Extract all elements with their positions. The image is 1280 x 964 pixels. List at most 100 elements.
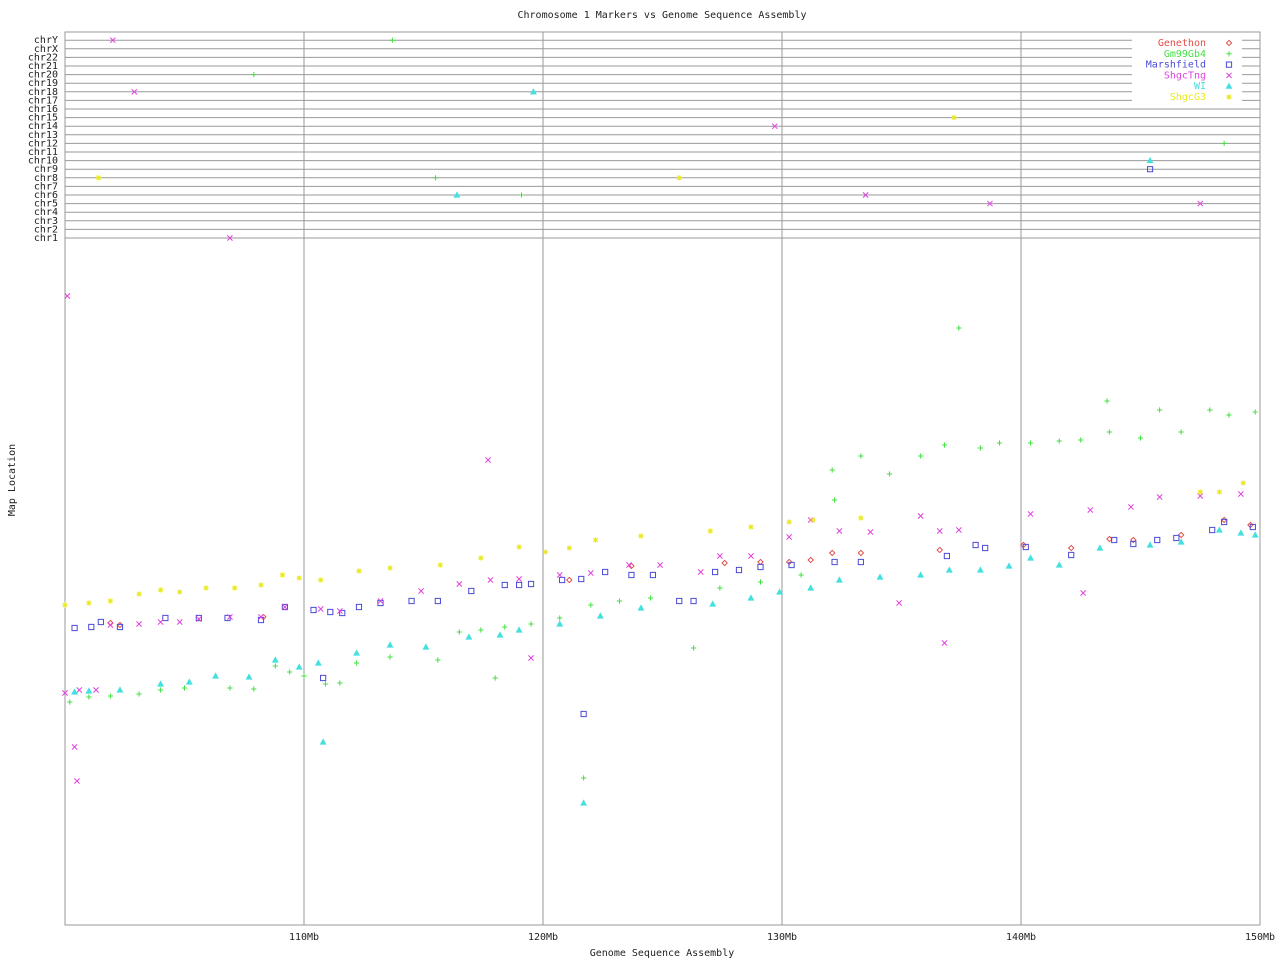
data-point bbox=[97, 618, 104, 626]
data-point bbox=[798, 572, 804, 578]
data-point bbox=[73, 778, 80, 784]
data-point bbox=[638, 533, 644, 539]
y-tick-label: chr13 bbox=[28, 130, 58, 141]
data-point bbox=[637, 604, 645, 611]
data-point bbox=[588, 602, 594, 608]
data-point bbox=[807, 556, 814, 564]
data-point bbox=[1216, 489, 1222, 495]
data-point bbox=[1104, 398, 1110, 404]
data-point bbox=[717, 585, 723, 591]
data-point bbox=[387, 565, 393, 571]
y-tick-label: chr3 bbox=[34, 216, 58, 227]
legend-label: Gm99Gb4 bbox=[1164, 49, 1206, 60]
data-point bbox=[707, 528, 713, 534]
data-point bbox=[258, 582, 264, 588]
data-point bbox=[86, 600, 92, 606]
data-point bbox=[195, 616, 202, 622]
data-point bbox=[1087, 507, 1094, 513]
legend-label: Marshfield bbox=[1146, 60, 1206, 71]
data-point bbox=[434, 597, 441, 605]
data-point bbox=[355, 603, 363, 611]
legend-label: WI bbox=[1194, 81, 1206, 92]
y-tick-label: chr9 bbox=[34, 164, 58, 175]
off-chromosome-point bbox=[226, 235, 233, 241]
data-point bbox=[1177, 531, 1185, 539]
data-point bbox=[62, 690, 68, 696]
data-point bbox=[502, 624, 508, 630]
data-point bbox=[676, 597, 683, 605]
legend-marker bbox=[1225, 39, 1233, 47]
data-point bbox=[786, 534, 793, 540]
data-point bbox=[943, 552, 951, 560]
data-point bbox=[528, 621, 534, 627]
data-point bbox=[279, 572, 286, 578]
data-point bbox=[157, 680, 165, 687]
data-point bbox=[527, 580, 535, 588]
data-point bbox=[1252, 409, 1258, 415]
data-point bbox=[478, 627, 484, 633]
data-point bbox=[1157, 407, 1163, 413]
data-point bbox=[71, 744, 78, 750]
data-point bbox=[835, 576, 843, 583]
data-point bbox=[690, 645, 697, 651]
legend-label: ShgcG3 bbox=[1170, 92, 1206, 103]
data-point bbox=[1056, 438, 1062, 444]
data-point bbox=[1055, 561, 1063, 568]
off-chromosome-point bbox=[389, 37, 396, 43]
off-chromosome-point bbox=[1197, 200, 1204, 207]
off-chromosome-point bbox=[862, 192, 869, 198]
data-point bbox=[1127, 504, 1134, 510]
data-point bbox=[996, 440, 1003, 446]
data-point bbox=[972, 541, 979, 549]
data-point bbox=[226, 614, 233, 620]
data-point bbox=[1137, 435, 1144, 441]
data-point bbox=[917, 513, 924, 519]
data-point bbox=[876, 573, 884, 580]
data-point bbox=[857, 558, 864, 566]
data-point bbox=[956, 325, 962, 331]
y-tick-label: chr16 bbox=[28, 104, 58, 115]
data-point bbox=[245, 673, 253, 680]
data-point bbox=[657, 562, 664, 568]
data-point bbox=[271, 656, 279, 663]
data-point bbox=[936, 546, 944, 554]
data-point bbox=[93, 687, 100, 693]
data-point bbox=[62, 602, 68, 608]
data-point bbox=[649, 571, 657, 579]
x-tick-label: 140Mb bbox=[1006, 932, 1036, 943]
data-point bbox=[556, 620, 564, 627]
y-tick-label: chrY bbox=[34, 35, 58, 46]
data-point bbox=[478, 555, 484, 561]
data-point bbox=[647, 595, 654, 601]
data-point bbox=[1067, 544, 1075, 552]
data-point bbox=[1207, 407, 1213, 413]
data-point bbox=[1221, 518, 1228, 526]
data-point bbox=[327, 608, 334, 616]
data-point bbox=[296, 575, 302, 581]
off-chromosome-point bbox=[1146, 166, 1154, 173]
data-point bbox=[456, 629, 462, 635]
data-point bbox=[1177, 538, 1185, 545]
legend-marker bbox=[1225, 61, 1233, 68]
data-point bbox=[67, 699, 73, 705]
data-point bbox=[516, 544, 522, 550]
legend-box bbox=[1132, 37, 1242, 103]
data-point bbox=[272, 663, 278, 669]
data-point bbox=[542, 549, 548, 555]
data-point bbox=[295, 663, 303, 670]
data-point bbox=[697, 569, 704, 575]
data-point bbox=[1130, 540, 1137, 548]
y-tick-label: chr14 bbox=[28, 121, 58, 132]
data-point bbox=[314, 659, 322, 666]
off-chromosome-point bbox=[453, 191, 461, 198]
data-point bbox=[116, 623, 124, 631]
data-point bbox=[1249, 523, 1256, 531]
data-point bbox=[1226, 412, 1232, 418]
data-point bbox=[1068, 551, 1075, 559]
data-point bbox=[195, 614, 202, 622]
data-point bbox=[1251, 531, 1259, 538]
off-chromosome-point bbox=[432, 175, 439, 181]
data-point bbox=[616, 598, 623, 604]
data-point bbox=[485, 457, 491, 463]
